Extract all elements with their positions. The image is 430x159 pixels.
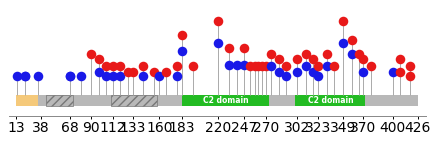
- Point: [397, 71, 404, 74]
- Point: [276, 71, 283, 74]
- Point: [156, 75, 163, 77]
- Text: C2 domain: C2 domain: [307, 96, 353, 105]
- Point: [95, 58, 102, 61]
- Point: [163, 71, 169, 74]
- Point: [88, 53, 95, 55]
- Point: [139, 65, 146, 67]
- Point: [303, 65, 310, 67]
- Point: [294, 71, 301, 74]
- Point: [129, 71, 136, 74]
- Point: [251, 65, 258, 67]
- Point: [240, 64, 247, 66]
- Point: [22, 75, 28, 77]
- Point: [14, 75, 21, 77]
- Point: [95, 71, 102, 74]
- Point: [173, 65, 180, 67]
- Bar: [111, 95, 157, 106]
- Point: [66, 75, 73, 77]
- Point: [407, 75, 414, 77]
- Point: [190, 65, 197, 67]
- Point: [389, 71, 396, 74]
- Point: [178, 49, 185, 52]
- Point: [66, 75, 73, 77]
- Point: [173, 75, 180, 77]
- Point: [102, 65, 109, 67]
- Point: [117, 75, 124, 77]
- Point: [125, 71, 132, 74]
- Point: [355, 53, 362, 55]
- Bar: [295, 95, 366, 106]
- Point: [368, 65, 375, 67]
- Point: [109, 65, 116, 67]
- Bar: [16, 95, 38, 106]
- Point: [340, 20, 347, 22]
- Point: [348, 53, 355, 55]
- Point: [360, 71, 367, 74]
- Point: [117, 65, 124, 67]
- Point: [310, 58, 316, 61]
- Point: [178, 34, 185, 37]
- Point: [226, 64, 233, 66]
- Point: [246, 65, 253, 67]
- Point: [255, 65, 262, 67]
- Point: [226, 47, 233, 50]
- Point: [102, 75, 109, 77]
- Point: [397, 58, 404, 61]
- Point: [259, 65, 266, 67]
- Point: [303, 53, 310, 55]
- Point: [267, 65, 274, 67]
- Point: [314, 65, 321, 67]
- Point: [340, 42, 347, 44]
- Text: C2 domain: C2 domain: [203, 96, 248, 105]
- Bar: [46, 95, 73, 106]
- Point: [276, 58, 283, 61]
- Point: [151, 71, 158, 74]
- Bar: [16, 95, 418, 106]
- Point: [77, 75, 84, 77]
- Point: [310, 71, 316, 74]
- Point: [22, 75, 28, 77]
- Point: [267, 53, 274, 55]
- Point: [214, 42, 221, 44]
- Point: [34, 75, 41, 77]
- Point: [323, 53, 330, 55]
- Point: [348, 38, 355, 41]
- Point: [360, 58, 367, 61]
- Point: [282, 65, 289, 67]
- Point: [314, 75, 321, 77]
- Point: [331, 65, 338, 67]
- Point: [323, 65, 330, 67]
- Bar: [181, 95, 269, 106]
- Point: [109, 75, 116, 77]
- Point: [294, 58, 301, 61]
- Point: [233, 64, 240, 66]
- Point: [139, 75, 146, 77]
- Point: [240, 47, 247, 50]
- Point: [407, 65, 414, 67]
- Point: [263, 65, 270, 67]
- Point: [282, 75, 289, 77]
- Point: [214, 20, 221, 22]
